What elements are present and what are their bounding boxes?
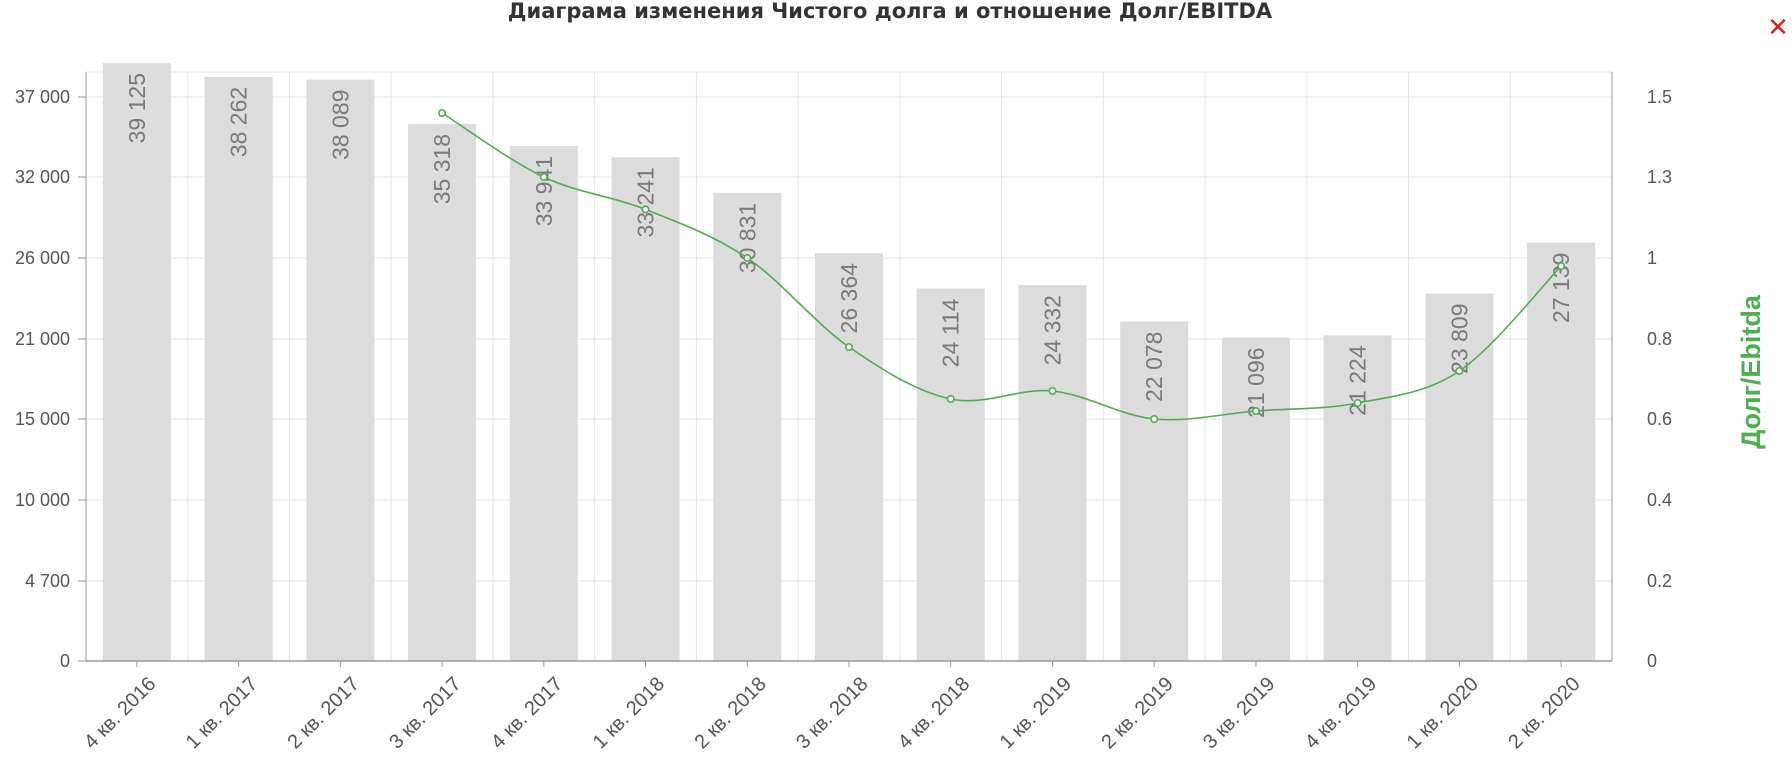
bar	[102, 63, 171, 661]
ratio-point	[1353, 398, 1362, 407]
y-left-tick-label: 37 000	[15, 87, 70, 107]
bar-value-label: 33 241	[633, 167, 659, 237]
ratio-point	[1251, 406, 1260, 415]
bar-value-label: 23 809	[1446, 303, 1472, 373]
close-button[interactable]: ✕	[1764, 10, 1792, 46]
x-tick-label: 1 кв. 2019	[996, 673, 1076, 753]
bar-value-label: 38 262	[226, 87, 252, 157]
bar-value-label: 24 332	[1039, 295, 1065, 365]
bar-value-label: 21 096	[1243, 347, 1269, 417]
bar	[815, 253, 883, 661]
x-tick-label: 4 кв. 2017	[487, 673, 567, 753]
bar-value-label: 38 089	[327, 90, 353, 160]
bar	[916, 288, 985, 661]
ratio-line-path	[441, 112, 1562, 421]
x-tick-label: 1 кв. 2020	[1403, 673, 1483, 753]
bar	[1425, 293, 1494, 661]
bar	[1527, 242, 1596, 661]
bar	[204, 76, 273, 662]
y-left-tick-label: 0	[60, 651, 70, 671]
bar-value-label: 22 078	[1141, 332, 1167, 402]
bar	[408, 123, 477, 662]
x-tick-label: 3 кв. 2018	[792, 673, 872, 753]
x-tick-label: 2 кв. 2019	[1097, 673, 1177, 753]
bar	[1018, 285, 1087, 661]
ratio-point	[1455, 366, 1464, 375]
bar-value-label: 30 831	[734, 203, 760, 273]
bars	[102, 63, 1596, 662]
y-right-tick-label: 0.2	[1647, 571, 1672, 591]
x-tick-label: 2 кв. 2018	[690, 673, 770, 753]
y-left-tick-label: 10 000	[15, 490, 70, 510]
bar	[1221, 337, 1290, 661]
y2-axis-title: Долг/Ebitda	[1736, 294, 1766, 449]
bar	[1120, 321, 1189, 661]
ratio-line	[438, 109, 1566, 423]
ratio-point	[946, 394, 955, 403]
x-tick-label: 2 кв. 2020	[1504, 673, 1584, 753]
bar-labels: 39 125 38 262 38 089 35 318 33 941 33 241 30 8…	[124, 73, 1574, 418]
ratio-point	[438, 109, 447, 118]
chart-title: Диаграма изменения Чистого долга и отнош…	[507, 0, 1273, 23]
ratio-point	[743, 254, 752, 263]
x-tick-label: 4 кв. 2018	[894, 673, 974, 753]
x-tick-label: 1 кв. 2018	[589, 673, 669, 753]
y-right-tick-label: 0.4	[1647, 490, 1672, 510]
y-left-tick-label: 15 000	[15, 409, 70, 429]
bar-value-label: 24 114	[938, 298, 964, 367]
x-tick-label: 3 кв. 2017	[385, 673, 465, 753]
ratio-point	[1557, 262, 1566, 271]
y-left-tick-label: 26 000	[15, 248, 70, 268]
bar	[713, 192, 782, 661]
x-tick-label: 4 кв. 2019	[1301, 673, 1381, 753]
ratio-point	[1150, 414, 1159, 423]
x-tick-label: 2 кв. 2017	[283, 673, 363, 753]
bar	[306, 79, 375, 662]
ratio-point	[641, 205, 650, 214]
y-right-tick-label: 1	[1647, 248, 1657, 268]
close-icon: ✕	[1767, 13, 1789, 43]
bar-value-label: 26 364	[836, 263, 862, 334]
ratio-point	[1048, 386, 1057, 395]
y-right-tick-label: 0	[1647, 651, 1657, 671]
x-tick-label: 4 кв. 2016	[80, 673, 160, 753]
y-right-tick-label: 1.5	[1647, 87, 1672, 107]
y-left-tick-label: 21 000	[15, 329, 70, 349]
x-tick-label: 3 кв. 2019	[1199, 673, 1279, 753]
y-left-tick-label: 32 000	[15, 167, 70, 187]
bar	[1323, 335, 1392, 661]
bar-value-label: 33 941	[531, 156, 557, 226]
ratio-point	[539, 173, 548, 182]
y-right-tick-label: 0.8	[1647, 329, 1672, 349]
y-right-tick-label: 0.6	[1647, 409, 1672, 429]
ratio-point	[844, 342, 853, 351]
x-tick-label: 1 кв. 2017	[182, 673, 262, 753]
y-left-tick-label: 4 700	[25, 571, 70, 591]
bar	[611, 157, 680, 662]
bar	[509, 145, 578, 662]
bar-value-label: 39 125	[124, 73, 150, 143]
y-right-tick-label: 1.3	[1647, 167, 1672, 187]
bar-value-label: 35 318	[429, 134, 455, 204]
